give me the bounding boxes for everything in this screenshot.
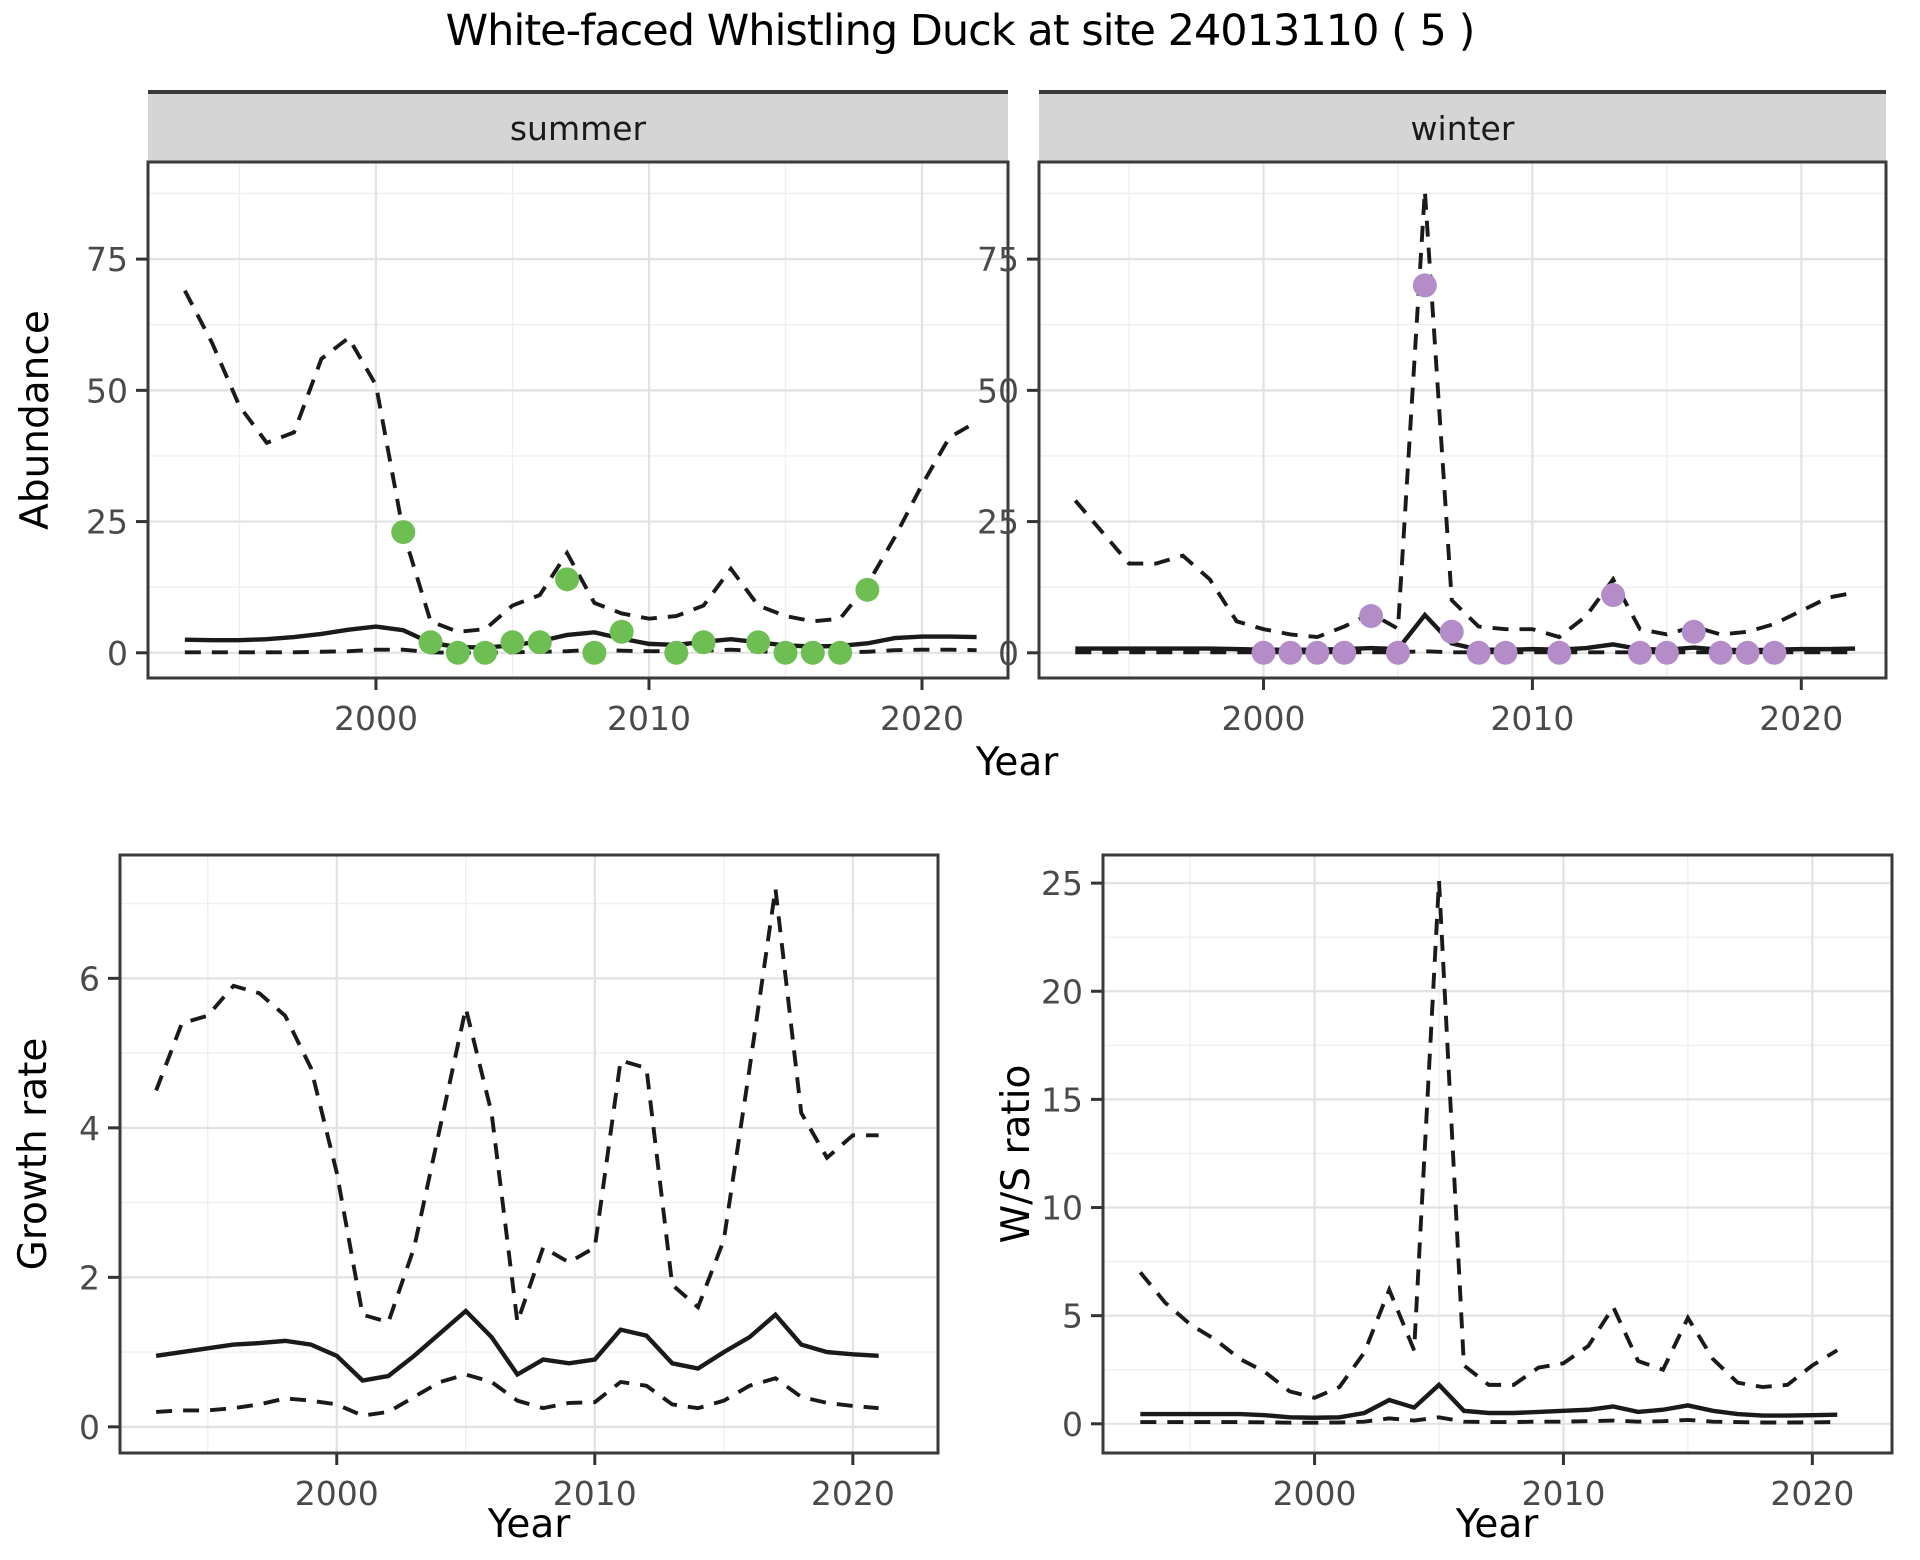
x-tick-label: 2010 — [1490, 699, 1574, 738]
data-point-observed-counts-summer — [445, 640, 470, 665]
data-point-observed-counts-winter — [1601, 583, 1626, 608]
x-tick-label: 2010 — [607, 699, 691, 738]
panel-ws-ratio: 2000 2010 2020 0 5 10 15 20 25 — [1041, 853, 1894, 1513]
data-point-observed-counts-summer — [473, 640, 498, 665]
data-point-observed-counts-winter — [1439, 619, 1464, 644]
series-upper_95ci — [1138, 880, 1839, 1400]
data-point-observed-counts-winter — [1547, 640, 1572, 665]
data-point-observed-counts-summer — [746, 630, 771, 655]
data-point-observed-counts-winter — [1708, 640, 1733, 665]
x-tick-label: 2010 — [553, 1474, 637, 1513]
y-tick-label: 5 — [1062, 1297, 1083, 1336]
y-tick-label: 6 — [79, 959, 100, 998]
series-upper_95ci — [154, 888, 879, 1325]
x-axis-title-year-top: Year — [975, 740, 1059, 785]
data-point-observed-counts-summer — [828, 640, 853, 665]
data-point-observed-counts-winter — [1466, 640, 1491, 665]
y-tick-label: 10 — [1041, 1189, 1083, 1228]
series-mean — [155, 1307, 879, 1383]
y-tick-label: 0 — [998, 634, 1019, 673]
series-upper_95ci — [183, 289, 978, 634]
panel-border — [1101, 853, 1894, 1455]
panel-background — [120, 855, 938, 1453]
data-point-observed-counts-summer — [555, 567, 580, 592]
x-tick-label: 2000 — [1273, 1474, 1357, 1513]
y-axis-title-growth-rate: Growth rate — [11, 1037, 56, 1271]
data-point-observed-counts-winter — [1251, 640, 1276, 665]
data-point-observed-counts-winter — [1385, 640, 1410, 665]
y-tick-label: 0 — [79, 1408, 100, 1447]
y-tick-label: 0 — [107, 634, 128, 673]
data-point-observed-counts-winter — [1359, 604, 1384, 629]
facet-strip-summer-label: summer — [509, 108, 647, 148]
data-point-observed-counts-winter — [1305, 640, 1330, 665]
data-point-observed-counts-summer — [500, 630, 525, 655]
panel-abundance-summer: 2000 2010 2020 0 25 50 75 — [86, 160, 1010, 738]
y-tick-label: 4 — [79, 1109, 100, 1148]
y-tick-label: 25 — [977, 503, 1019, 542]
series-mean — [1140, 1381, 1838, 1420]
facet-strip-summer: summer — [148, 90, 1008, 162]
x-tick-label: 2020 — [880, 699, 964, 738]
x-tick-label: 2000 — [334, 699, 418, 738]
y-tick-label: 75 — [977, 240, 1019, 279]
data-point-observed-counts-winter — [1627, 640, 1652, 665]
panel-abundance-winter: 2000 2010 2020 0 25 50 75 — [977, 160, 1888, 738]
y-tick-label: 50 — [977, 371, 1019, 410]
panel-border — [146, 160, 1010, 680]
data-point-observed-counts-summer — [773, 640, 798, 665]
data-point-observed-counts-winter — [1493, 640, 1518, 665]
data-point-observed-counts-summer — [418, 630, 443, 655]
y-tick-label: 25 — [86, 503, 128, 542]
y-tick-label: 15 — [1041, 1080, 1083, 1119]
data-point-observed-counts-winter — [1278, 640, 1303, 665]
data-point-observed-counts-winter — [1332, 640, 1357, 665]
panel-border — [1037, 160, 1888, 680]
y-tick-label: 50 — [86, 371, 128, 410]
x-tick-label: 2020 — [811, 1474, 895, 1513]
x-tick-label: 2000 — [295, 1474, 379, 1513]
data-point-observed-counts-summer — [855, 577, 880, 602]
y-tick-label: 25 — [1041, 864, 1083, 903]
data-point-observed-counts-summer — [691, 630, 716, 655]
y-tick-label: 0 — [1062, 1405, 1083, 1444]
data-point-observed-counts-winter — [1762, 640, 1787, 665]
y-tick-label: 20 — [1041, 972, 1083, 1011]
data-point-observed-counts-winter — [1681, 619, 1706, 644]
x-tick-label: 2010 — [1521, 1474, 1605, 1513]
series-lower_95ci — [1140, 1415, 1838, 1425]
y-axis-title-ws-ratio: W/S ratio — [994, 1064, 1039, 1244]
data-point-observed-counts-summer — [391, 520, 416, 545]
data-point-observed-counts-summer — [664, 640, 689, 665]
facet-strip-winter: winter — [1039, 90, 1886, 162]
panel-background — [1039, 162, 1886, 678]
panel-background — [148, 162, 1008, 678]
x-tick-label: 2020 — [1759, 699, 1843, 738]
data-point-observed-counts-summer — [609, 619, 634, 644]
y-axis-title-abundance: Abundance — [13, 310, 58, 530]
x-axis-title-year-growth: Year — [487, 1502, 571, 1547]
data-point-observed-counts-winter — [1654, 640, 1679, 665]
y-tick-label: 75 — [86, 240, 128, 279]
data-point-observed-counts-winter — [1412, 273, 1437, 298]
data-point-observed-counts-summer — [582, 640, 607, 665]
y-tick-label: 2 — [79, 1258, 100, 1297]
figure-title: White-faced Whistling Duck at site 24013… — [445, 6, 1476, 56]
panel-growth-rate: 2000 2010 2020 0 2 4 6 — [79, 853, 940, 1513]
x-tick-label: 2020 — [1770, 1474, 1854, 1513]
x-tick-label: 2000 — [1222, 699, 1306, 738]
data-point-observed-counts-winter — [1735, 640, 1760, 665]
panel-border — [118, 853, 940, 1455]
x-axis-title-year-ws: Year — [1455, 1502, 1539, 1547]
data-point-observed-counts-summer — [800, 640, 825, 665]
series-lower_95ci — [156, 1372, 879, 1418]
facet-strip-winter-label: winter — [1410, 108, 1515, 148]
data-point-observed-counts-summer — [527, 630, 552, 655]
series-upper_95ci — [1073, 190, 1856, 640]
